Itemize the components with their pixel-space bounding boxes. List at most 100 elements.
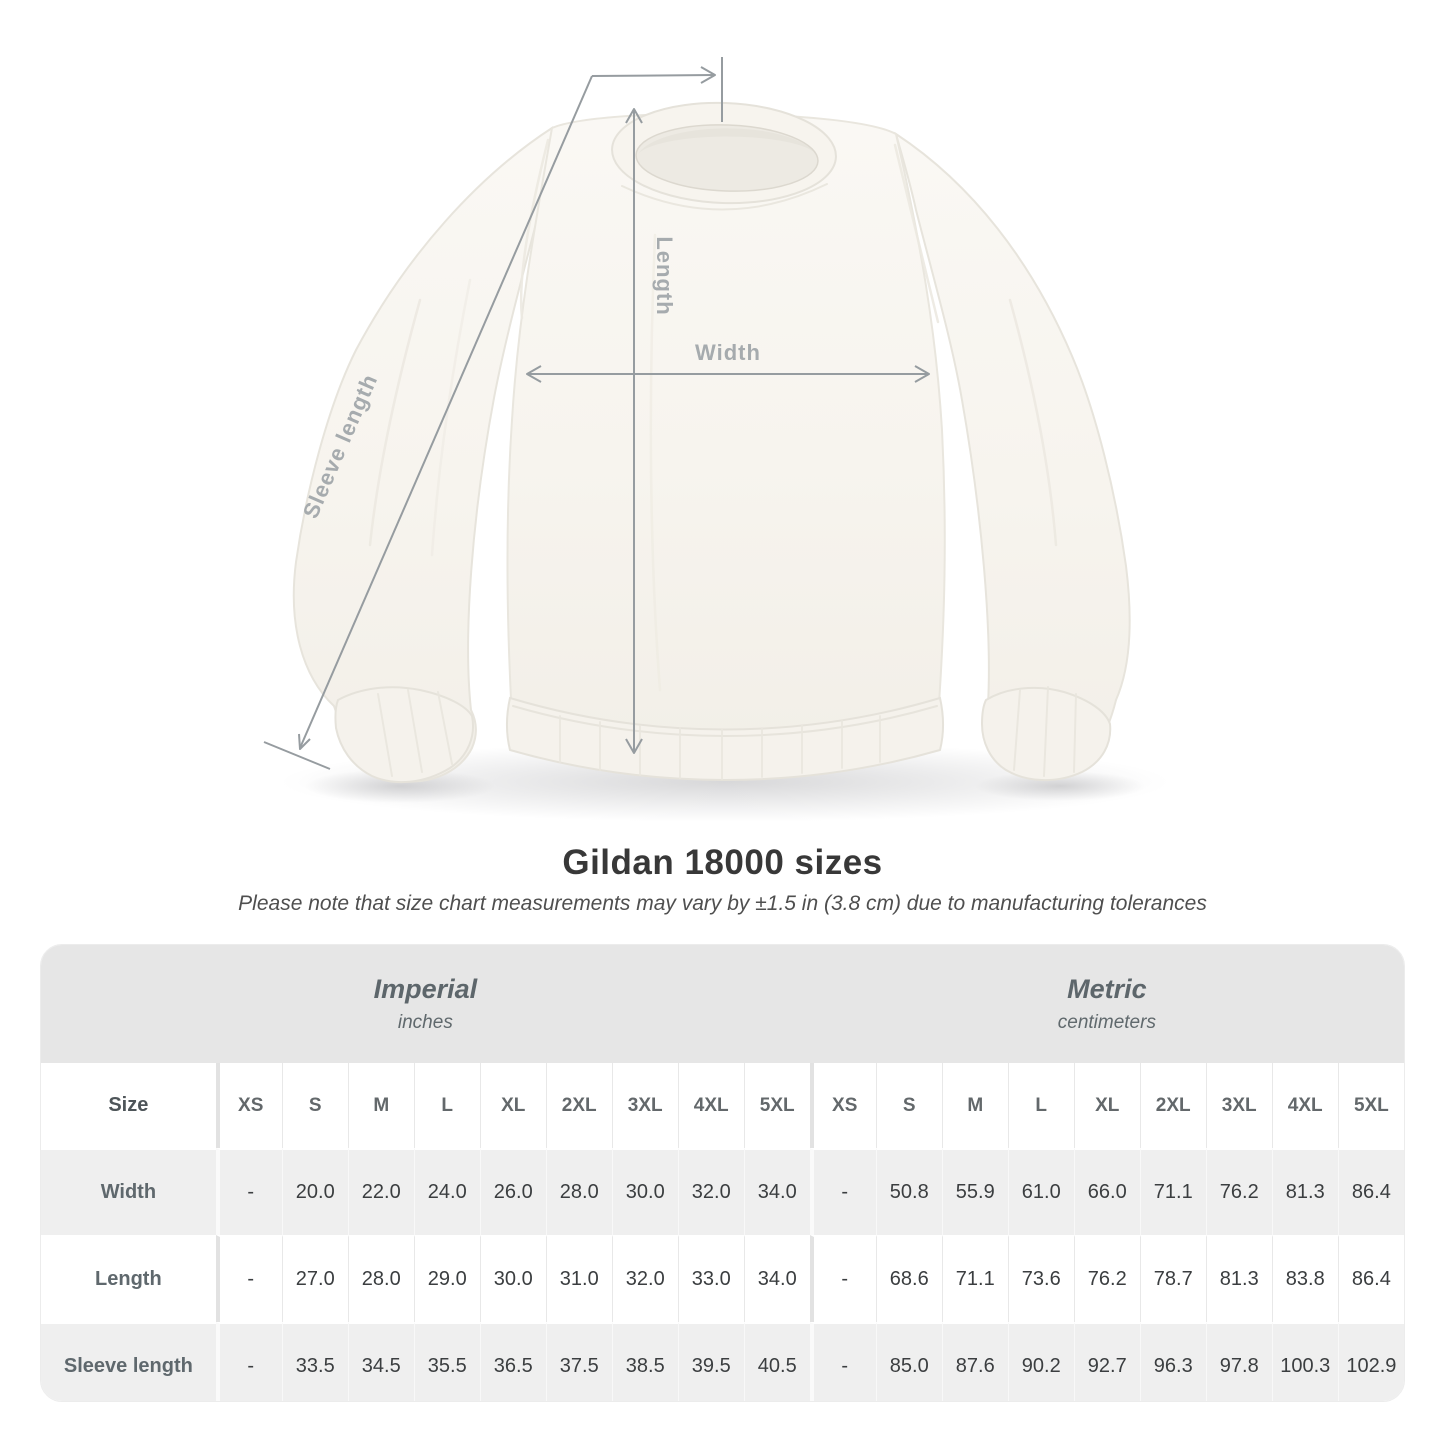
measurement-cell: 31.0 [545,1235,612,1322]
collar [611,101,837,211]
size-col-metric-xl: XL [1073,1063,1140,1148]
measurement-cell: 28.0 [347,1235,414,1322]
size-header-label: Size [108,1094,149,1116]
cuff-ribbing [377,686,1077,777]
tolerance-note: Please note that size chart measurements… [238,892,1207,915]
width-label: Width [695,340,761,365]
sweatshirt-illustration [292,101,1131,784]
measurement-cell: 61.0 [1007,1148,1074,1235]
size-header-row: Size XS S M L XL 2XL 3XL 4XL 5XL XS S M L XL 2XL 3XL 4XL… [41,1063,1404,1148]
measurement-cell: 34.5 [347,1322,414,1401]
measurement-cell: 20.0 [281,1148,348,1235]
row-label: Length [41,1235,216,1322]
size-table-body: Width -20.0 22.0 24.0 26.0 28.0 30.0 32.0 34.0-5… [41,1148,1404,1401]
measurement-cell: 97.8 [1205,1322,1272,1401]
measurement-cell: 66.0 [1073,1148,1140,1235]
measurement-cell: 29.0 [413,1235,480,1322]
measurement-cell: 22.0 [347,1148,414,1235]
measurement-cell: 68.6 [875,1235,942,1322]
measurement-cell: 34.0 [743,1235,810,1322]
size-col-imperial-s: S [281,1063,348,1148]
size-col-imperial-m: M [347,1063,414,1148]
size-col-metric-2xl: 2XL [1139,1063,1206,1148]
measurement-cell: 33.0 [677,1235,744,1322]
hem-ribbing [559,715,881,780]
measurement-cell: 30.0 [611,1148,678,1235]
metric-unit-name: Metric [1067,974,1147,1004]
product-measurement-diagram: Length Width Sleeve length [263,57,1170,822]
measurement-cell: 55.9 [941,1148,1008,1235]
size-col-metric-4xl: 4XL [1271,1063,1338,1148]
measurement-cell: - [809,1148,876,1235]
sweatshirt-diagram-svg: Length Width Sleeve length [263,57,1170,822]
imperial-unit-group: Imperial inches [41,945,810,1063]
imperial-unit-sub: inches [397,1012,453,1033]
size-col-imperial-5xl: 5XL [743,1063,810,1148]
measurement-cell: - [215,1322,282,1401]
size-col-imperial-2xl: 2XL [545,1063,612,1148]
measurement-cell: 24.0 [413,1148,480,1235]
measurement-cell: 92.7 [1073,1322,1140,1401]
measurement-annotations [263,57,930,770]
size-col-imperial-4xl: 4XL [677,1063,744,1148]
measurement-cell: 34.0 [743,1148,810,1235]
measurement-cell: 90.2 [1007,1322,1074,1401]
measurement-cell: 85.0 [875,1322,942,1401]
measurement-cell: 28.0 [545,1148,612,1235]
measurement-cell: 26.0 [479,1148,546,1235]
left-cuff [334,686,474,784]
size-col-metric-l: L [1007,1063,1074,1148]
table-row-sleeve-length: Sleeve length -33.5 34.5 35.5 36.5 37.5 38.5 39… [41,1322,1404,1401]
size-col-imperial-l: L [413,1063,480,1148]
length-label: Length [652,236,677,315]
measurement-cell: 83.8 [1271,1235,1338,1322]
measurement-cell: 71.1 [1139,1148,1206,1235]
measurement-cell: 73.6 [1007,1235,1074,1322]
fold-lines [368,138,1058,692]
size-measurements-table: Size XS S M L XL 2XL 3XL 4XL 5XL XS S M L XL 2XL 3XL 4XL… [41,1063,1404,1401]
measurement-cell: 96.3 [1139,1322,1206,1401]
measurement-cell: - [809,1322,876,1401]
measurement-cell: 32.0 [677,1148,744,1235]
measurement-cell: 35.5 [413,1322,480,1401]
sleeve-length-line [263,57,723,770]
measurement-cell: 40.5 [743,1322,810,1401]
imperial-unit-name: Imperial [373,974,478,1004]
measurement-cell: 102.9 [1337,1322,1404,1401]
measurement-cell: 33.5 [281,1322,348,1401]
measurement-cell: - [215,1148,282,1235]
table-row-width: Width -20.0 22.0 24.0 26.0 28.0 30.0 32.0 34.0-5… [41,1148,1404,1235]
width-line [526,365,930,383]
size-col-metric-s: S [875,1063,942,1148]
size-table-card: Imperial inches Metric centimeters Size … [40,944,1405,1402]
measurement-cell: 39.5 [677,1322,744,1401]
measurement-cell: 81.3 [1271,1148,1338,1235]
measurement-cell: - [215,1235,282,1322]
measurement-cell: 38.5 [611,1322,678,1401]
measurement-cell: 86.4 [1337,1148,1404,1235]
row-label: Sleeve length [41,1322,216,1401]
measurement-cell: 71.1 [941,1235,1008,1322]
row-label: Width [41,1148,216,1235]
page-title: Gildan 18000 sizes [562,843,883,882]
size-col-metric-3xl: 3XL [1205,1063,1272,1148]
measurement-cell: 100.3 [1271,1322,1338,1401]
size-col-imperial-3xl: 3XL [611,1063,678,1148]
measurement-cell: 78.7 [1139,1235,1206,1322]
measurement-cell: 27.0 [281,1235,348,1322]
measurement-cell: 30.0 [479,1235,546,1322]
length-line [625,108,643,754]
measurement-cell: 87.6 [941,1322,1008,1401]
measurement-cell: 32.0 [611,1235,678,1322]
unit-header-band: Imperial inches Metric centimeters [41,945,1404,1063]
table-row-length: Length -27.0 28.0 29.0 30.0 31.0 32.0 33.0 34.0-… [41,1235,1404,1322]
metric-unit-group: Metric centimeters [810,945,1404,1063]
garment-shadow [280,742,1170,822]
size-col-metric-5xl: 5XL [1337,1063,1404,1148]
measurement-cell: 50.8 [875,1148,942,1235]
measurement-cell: 76.2 [1073,1235,1140,1322]
size-col-imperial-xl: XL [479,1063,546,1148]
measurement-cell: - [809,1235,876,1322]
size-col-imperial-xs: XS [215,1063,282,1148]
